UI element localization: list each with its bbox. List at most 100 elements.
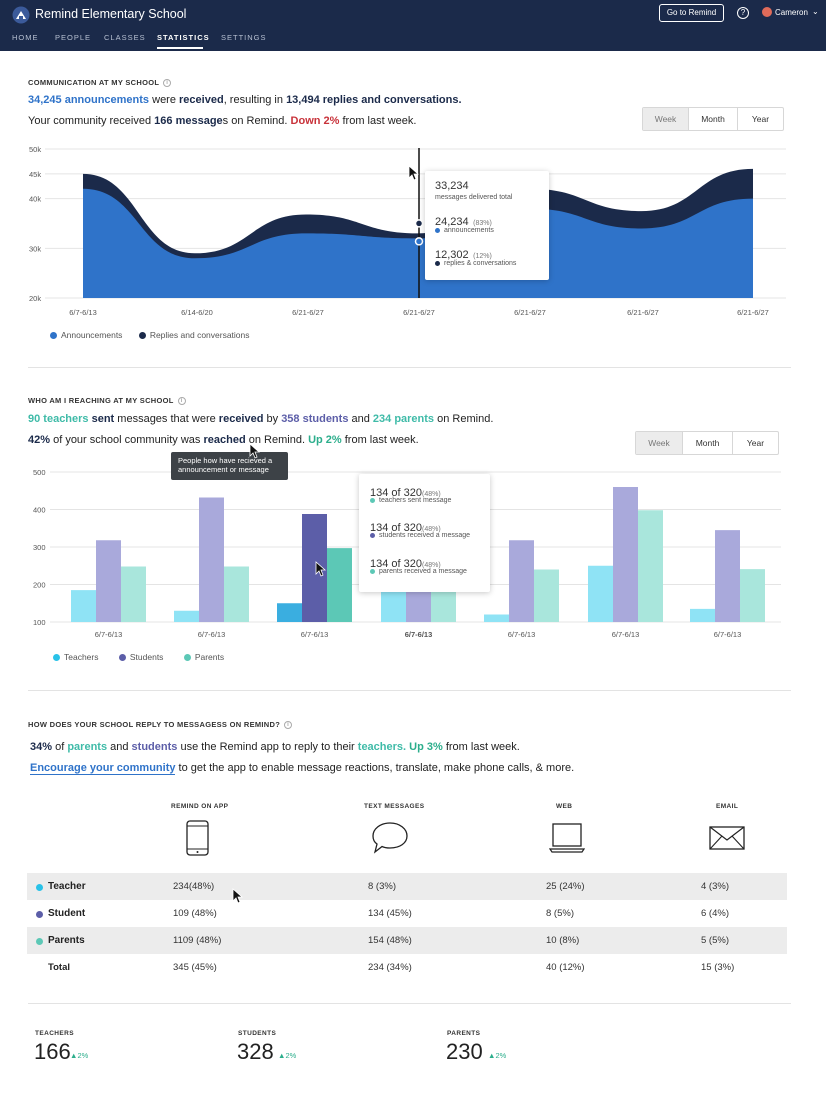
legend-announcements[interactable]: Announcements xyxy=(50,330,122,340)
tooltip-teachers-value: 134 of 320(48%) xyxy=(370,487,441,499)
help-icon[interactable]: ? xyxy=(737,7,749,19)
mouse-cursor-icon xyxy=(249,443,261,459)
legend-teachers[interactable]: Teachers xyxy=(53,652,99,662)
table-cell: 109 (48%) xyxy=(173,908,217,919)
go-to-remind-button[interactable]: Go to Remind xyxy=(659,4,724,22)
student-dot xyxy=(36,911,43,918)
reach-period-toggle: Week Month Year xyxy=(635,431,779,455)
bar-teachers xyxy=(381,590,406,622)
parent-dot xyxy=(36,938,43,945)
y-tick-label: 20k xyxy=(29,294,41,303)
y-tick-label: 30k xyxy=(29,244,41,253)
reach-trend: 42% of your school community was reached… xyxy=(28,434,419,446)
school-name[interactable]: Remind Elementary School xyxy=(35,7,187,21)
replies-section-title: HOW DOES YOUR SCHOOL REPLY TO MESSAGESS … xyxy=(28,720,293,730)
y-tick-label: 200 xyxy=(33,581,46,590)
hover-point-replies xyxy=(414,219,424,228)
period-year-button[interactable]: Year xyxy=(746,438,765,448)
x-tick-label: 6/7-6/13 xyxy=(405,630,433,639)
stat-parents-label: PARENTS xyxy=(447,1030,481,1037)
reach-section-title: WHO AM I REACHING AT MY SCHOOL i xyxy=(28,396,186,406)
legend-parents[interactable]: Parents xyxy=(183,652,224,662)
teacher-dot xyxy=(36,884,43,891)
col-web: WEB xyxy=(556,803,573,810)
bar-teachers xyxy=(588,565,613,622)
row-label: Total xyxy=(48,962,70,973)
bar-parents xyxy=(121,566,146,622)
nav-classes[interactable]: CLASSES xyxy=(104,33,146,42)
y-tick-label: 100 xyxy=(33,618,46,627)
tooltip-students-label: students received a message xyxy=(370,532,470,539)
table-cell: 15 (3%) xyxy=(701,962,735,973)
table-row: Total 345 (45%) 234 (34%) 40 (12%) 15 (3… xyxy=(27,954,787,981)
reach-summary: 90 teachers sent messages that were rece… xyxy=(28,413,494,425)
legend-students[interactable]: Students xyxy=(118,652,163,662)
user-menu-name[interactable]: Cameron xyxy=(775,8,808,17)
stat-parents-value: 230 xyxy=(446,1039,483,1064)
y-tick-label: 400 xyxy=(33,506,46,515)
stat-teachers-delta: ▲2% xyxy=(70,1051,89,1060)
stat-students-label: STUDENTS xyxy=(238,1030,277,1037)
bar-parents xyxy=(224,566,249,622)
y-tick-label: 40k xyxy=(29,195,41,204)
stat-parents-delta: ▲2% xyxy=(488,1051,507,1060)
period-week-button[interactable]: Week xyxy=(636,432,683,454)
info-icon[interactable]: i xyxy=(284,721,293,730)
encourage-community-link[interactable]: Encourage your community xyxy=(30,762,176,775)
period-week-button[interactable]: Week xyxy=(643,108,689,130)
table-cell: 5 (5%) xyxy=(701,935,729,946)
bar-teachers xyxy=(71,590,96,622)
bar-parents xyxy=(534,569,559,622)
active-nav-indicator xyxy=(157,47,203,49)
nav-people[interactable]: PEOPLE xyxy=(55,33,92,42)
mouse-cursor-icon xyxy=(315,561,327,577)
period-year-button[interactable]: Year xyxy=(751,114,770,124)
stat-teachers-label: TEACHERS xyxy=(35,1030,74,1037)
y-tick-label: 500 xyxy=(33,468,46,477)
bar-parents xyxy=(740,569,765,622)
bar-students xyxy=(509,540,534,622)
bar-teachers xyxy=(277,603,302,622)
x-tick-label: 6/21-6/27 xyxy=(403,308,435,317)
bar-students xyxy=(96,540,121,622)
avatar[interactable] xyxy=(762,7,772,17)
nav-statistics[interactable]: STATISTICS xyxy=(157,33,210,42)
hover-point-announcements xyxy=(414,237,424,246)
info-icon[interactable]: i xyxy=(163,79,172,88)
tooltip-parents-value: 134 of 320(48%) xyxy=(370,558,441,570)
x-tick-label: 6/7-6/13 xyxy=(714,630,742,639)
replies-summary: 34% of parents and students use the Remi… xyxy=(30,741,520,753)
chat-bubble-icon xyxy=(372,822,408,854)
period-month-button[interactable]: Month xyxy=(689,108,738,130)
table-row: Parents 1109 (48%) 154 (48%) 10 (8%) 5 (… xyxy=(27,927,787,954)
x-tick-label: 6/14-6/20 xyxy=(181,308,213,317)
chevron-down-icon[interactable]: ⌄ xyxy=(812,7,819,16)
bar-chart-tooltip: 134 of 320(48%) teachers sent message 13… xyxy=(359,474,490,592)
table-cell: 40 (12%) xyxy=(546,962,585,973)
table-cell: 134 (45%) xyxy=(368,908,412,919)
nav-settings[interactable]: SETTINGS xyxy=(221,33,267,42)
info-icon[interactable]: i xyxy=(177,397,186,406)
envelope-icon xyxy=(709,826,745,850)
col-email: EMAIL xyxy=(716,803,739,810)
bar-teachers xyxy=(174,610,199,622)
table-cell: 10 (8%) xyxy=(546,935,580,946)
x-tick-label: 6/7-6/13 xyxy=(198,630,226,639)
table-cell: 1109 (48%) xyxy=(173,935,222,946)
tooltip-total-label: messages delivered total xyxy=(435,194,513,201)
communication-summary: 34,245 announcements were received, resu… xyxy=(28,94,462,106)
table-cell: 154 (48%) xyxy=(368,935,412,946)
x-tick-label: 6/7-6/13 xyxy=(508,630,536,639)
period-month-button[interactable]: Month xyxy=(683,432,733,454)
stat-teachers-value: 166 xyxy=(34,1039,71,1064)
nav-home[interactable]: HOME xyxy=(12,33,39,42)
legend-replies[interactable]: Replies and conversations xyxy=(138,330,250,340)
tooltip-total-value: 33,234 xyxy=(435,180,469,192)
replies-encourage: Encourage your community to get the app … xyxy=(30,762,575,775)
bar-chart-legend: Teachers Students Parents xyxy=(53,652,224,662)
row-label: Student xyxy=(48,908,86,919)
table-cell: 6 (4%) xyxy=(701,908,729,919)
communication-section-title: COMMUNICATION AT MY SCHOOL i xyxy=(28,78,172,88)
table-row: Teacher 234(48%) 8 (3%) 25 (24%) 4 (3%) xyxy=(27,873,787,900)
communication-area-chart: 20k 30k 40k 45k 50k 6/7-6/13 6/14-6/20 6/21-6/2… xyxy=(29,145,786,317)
